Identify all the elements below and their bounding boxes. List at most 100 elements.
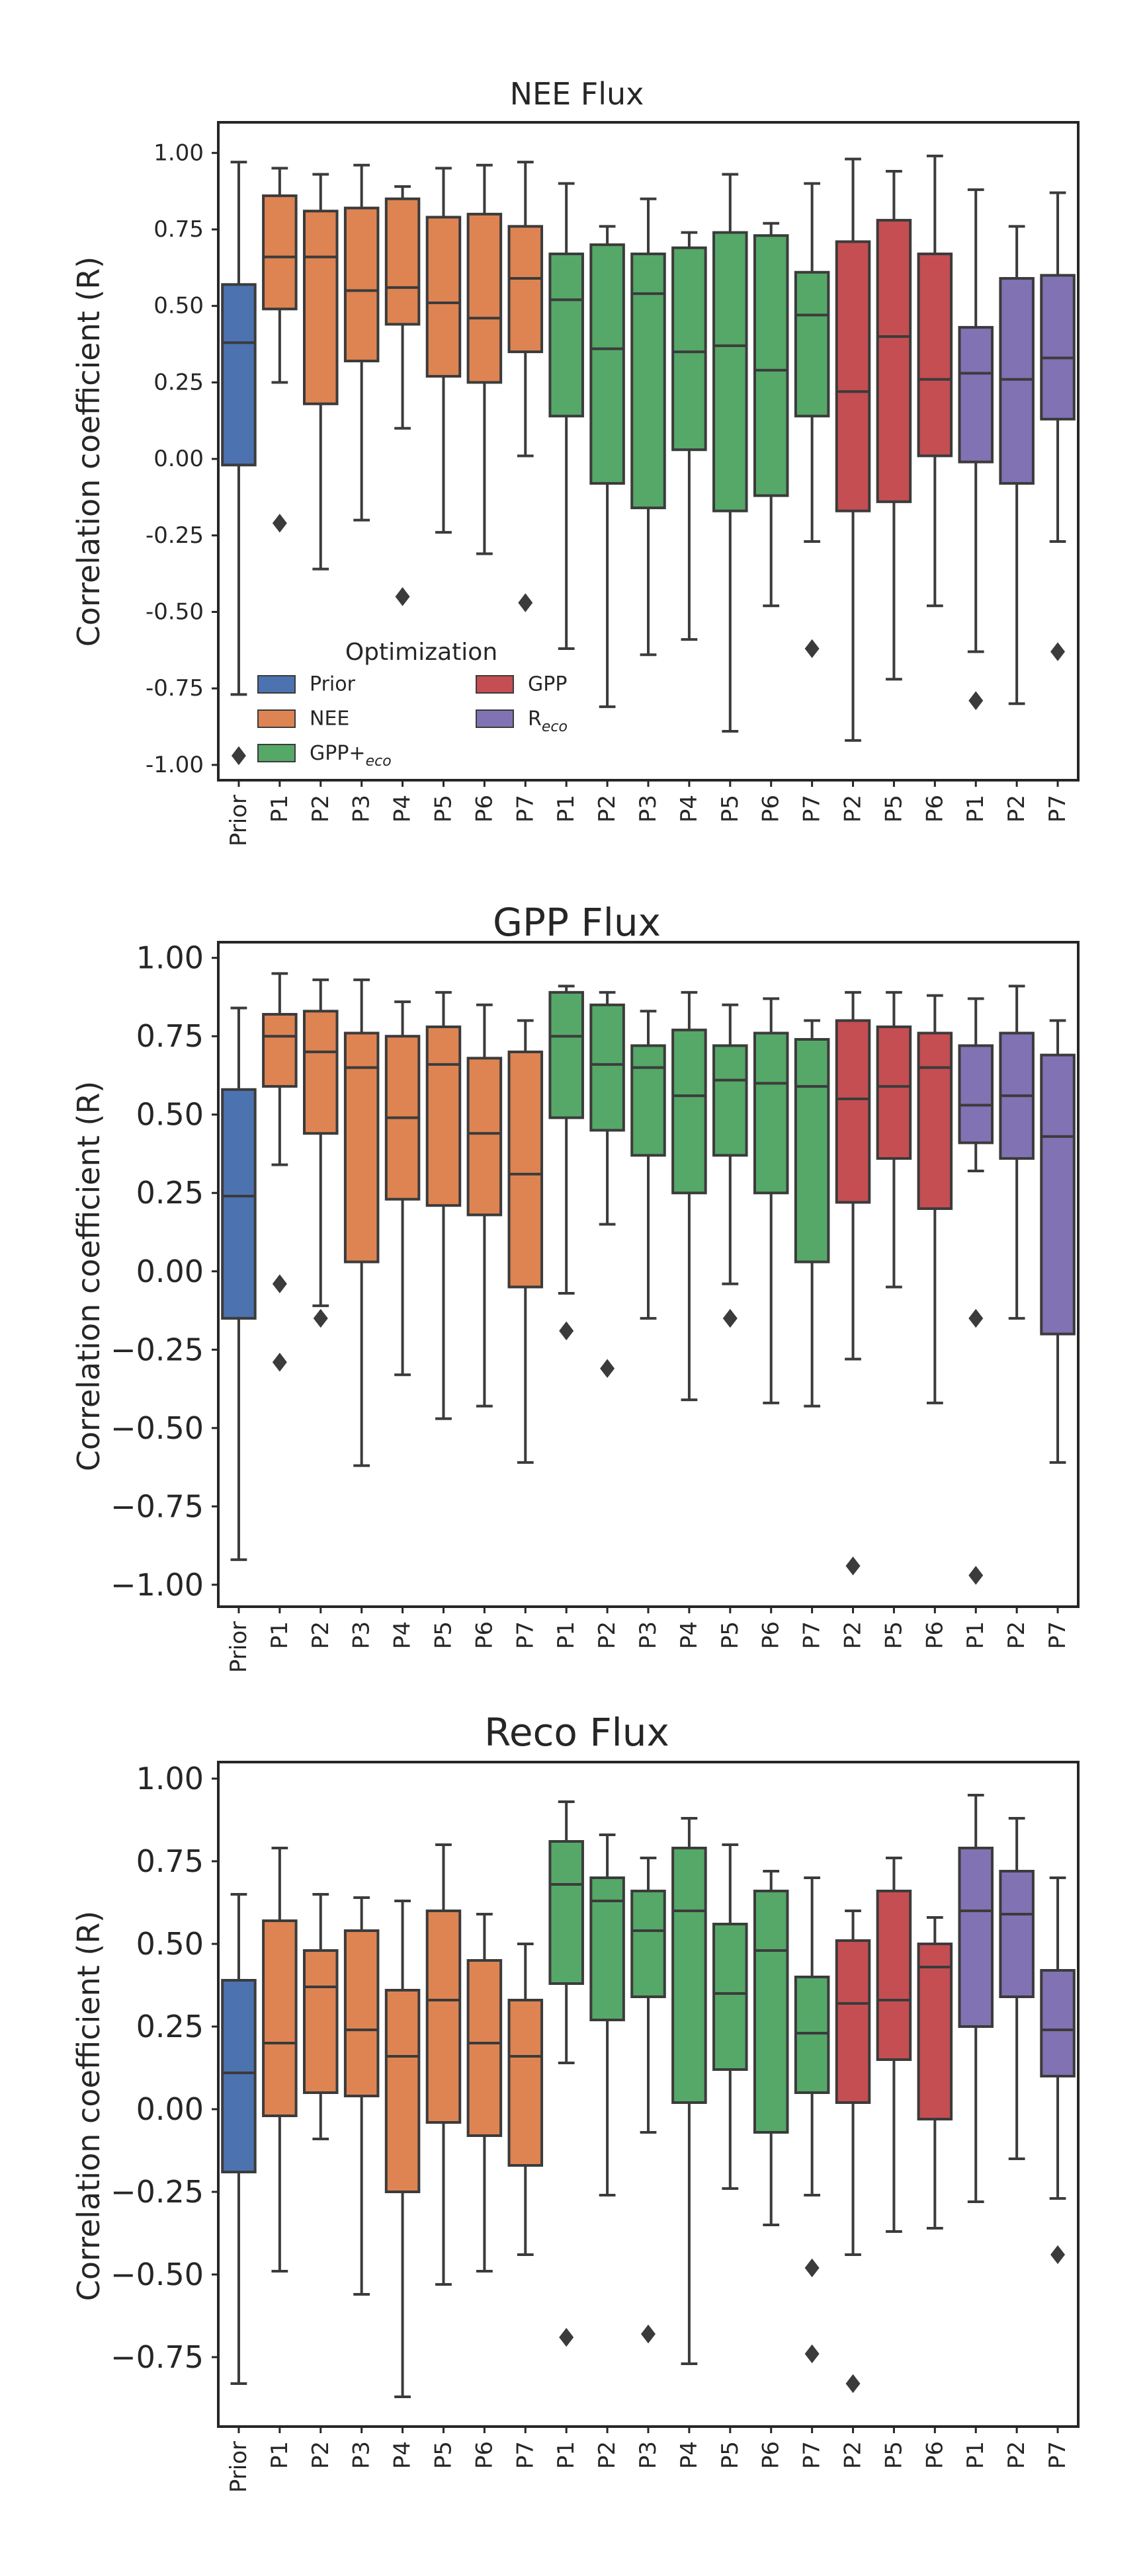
box-p1 bbox=[958, 997, 994, 1585]
box-prior bbox=[221, 1006, 257, 1561]
outlier-point bbox=[518, 593, 533, 612]
legend: Optimization Prior NEE GPP+eco GPP Reco bbox=[257, 639, 568, 770]
x-tick-label: P3 bbox=[349, 795, 375, 823]
box-p4 bbox=[384, 1900, 421, 2398]
outlier-point bbox=[968, 1566, 984, 1585]
iqr-box bbox=[835, 1019, 871, 1204]
outlier-point bbox=[559, 2327, 574, 2347]
x-tick-label: P6 bbox=[471, 1621, 497, 1649]
box-p1 bbox=[262, 972, 298, 1372]
box-p3 bbox=[630, 1010, 666, 1320]
x-tick-label: P2 bbox=[1003, 2441, 1030, 2469]
x-tick-label: P6 bbox=[921, 1621, 948, 1649]
y-tick-label: −0.50 bbox=[110, 2257, 204, 2292]
box-p5 bbox=[425, 167, 462, 534]
x-tick-label: P3 bbox=[349, 2441, 375, 2469]
plot-area: −0.75 −0.50 −0.25 0.00 0.25 0.50 0.75 1.00 Prior… bbox=[110, 1761, 1076, 2493]
iqr-box bbox=[425, 216, 462, 378]
iqr-box bbox=[835, 1939, 871, 2104]
legend-items: Prior NEE GPP+eco GPP Reco bbox=[257, 673, 568, 770]
box-p4 bbox=[671, 1817, 707, 2365]
x-tick-label: P5 bbox=[717, 795, 743, 823]
axes-frame bbox=[217, 121, 1080, 782]
y-tick-label: −1.00 bbox=[110, 1567, 204, 1603]
outlier-point bbox=[231, 746, 246, 766]
box-p1 bbox=[262, 1847, 298, 2273]
box-p5 bbox=[425, 990, 462, 1420]
iqr-box bbox=[589, 243, 625, 485]
box-p6 bbox=[917, 994, 953, 1404]
box-p7 bbox=[1040, 191, 1076, 661]
box-p5 bbox=[876, 1857, 912, 2233]
outlier-point bbox=[804, 639, 820, 659]
iqr-box bbox=[794, 270, 830, 418]
plot-area: -1.00 -0.75 -0.50 -0.25 0.00 0.25 0.50 0.75 1.00… bbox=[146, 140, 1076, 846]
outlier-point bbox=[559, 1321, 574, 1341]
outlier-point bbox=[968, 1308, 984, 1328]
x-tick-label: P2 bbox=[840, 1621, 867, 1649]
iqr-box bbox=[876, 219, 912, 503]
x-tick-label: P4 bbox=[676, 1621, 702, 1649]
legend-label: Prior bbox=[310, 673, 356, 696]
box-p7 bbox=[794, 1876, 830, 2364]
iqr-box bbox=[753, 1890, 789, 2134]
iqr-box bbox=[221, 1088, 257, 1320]
x-tick-label: P7 bbox=[512, 1621, 538, 1649]
y-tick-label: 0.00 bbox=[136, 1254, 204, 1289]
iqr-box bbox=[548, 1840, 584, 1985]
y-tick-label: 0.50 bbox=[136, 1926, 204, 1962]
box-p5 bbox=[712, 1003, 748, 1328]
x-tick-label: P5 bbox=[717, 1621, 743, 1649]
box-p7 bbox=[507, 1019, 544, 1464]
nee-flux-panel: NEE Flux Correlation coefficient (R) -1.… bbox=[71, 76, 1080, 846]
y-tick-label: 1.00 bbox=[136, 940, 204, 976]
x-tick-label: P2 bbox=[308, 795, 334, 823]
x-tick-label: P2 bbox=[594, 795, 620, 823]
x-tick-label: P7 bbox=[512, 2441, 538, 2469]
x-tick-label: P2 bbox=[308, 1621, 334, 1649]
outlier-point bbox=[313, 1308, 328, 1328]
x-tick-label: P6 bbox=[758, 1621, 785, 1649]
outlier-point bbox=[804, 2344, 820, 2364]
iqr-box bbox=[958, 1847, 994, 2028]
outlier-point bbox=[968, 691, 984, 710]
y-tick-label: −0.50 bbox=[110, 1410, 204, 1446]
box-p6 bbox=[917, 154, 953, 608]
axes-frame bbox=[217, 941, 1080, 1608]
iqr-box bbox=[999, 277, 1035, 485]
iqr-box bbox=[712, 1923, 748, 2071]
iqr-box bbox=[262, 194, 298, 311]
x-tick-label: P4 bbox=[390, 1621, 416, 1649]
box-p7 bbox=[1040, 1019, 1076, 1464]
x-tick-label: P2 bbox=[1003, 795, 1030, 823]
box-prior bbox=[221, 1893, 257, 2385]
y-tick-label: −0.25 bbox=[110, 2174, 204, 2210]
y-tick-label: −0.75 bbox=[110, 1488, 204, 1524]
iqr-box bbox=[466, 1959, 503, 2137]
axes-frame bbox=[217, 1761, 1080, 2428]
iqr-box bbox=[630, 253, 666, 510]
iqr-box bbox=[630, 1890, 666, 1998]
box-p5 bbox=[425, 1843, 462, 2286]
x-tick-label: P1 bbox=[962, 795, 989, 823]
box-p7 bbox=[794, 1019, 830, 1408]
y-tick-label: 0.00 bbox=[153, 446, 204, 472]
x-tick-label: P7 bbox=[799, 1621, 826, 1649]
legend-label: Reco bbox=[528, 707, 568, 736]
box-p6 bbox=[917, 1916, 953, 2230]
iqr-box bbox=[958, 326, 994, 463]
iqr-box bbox=[917, 1943, 953, 2120]
iqr-box bbox=[548, 253, 584, 418]
iqr-box bbox=[671, 1028, 707, 1195]
box-p1 bbox=[548, 182, 584, 650]
iqr-box bbox=[917, 253, 953, 458]
box-p1 bbox=[958, 188, 994, 710]
outlier-point bbox=[722, 1308, 738, 1328]
y-tick-label: 0.25 bbox=[153, 369, 204, 395]
legend-entry: Prior bbox=[257, 673, 356, 696]
x-tick-label: P3 bbox=[349, 1621, 375, 1649]
x-tick-label: P7 bbox=[512, 795, 538, 823]
iqr-box bbox=[712, 231, 748, 512]
x-tick-label: P7 bbox=[1044, 2441, 1071, 2469]
x-tick-label: P5 bbox=[430, 2441, 456, 2469]
